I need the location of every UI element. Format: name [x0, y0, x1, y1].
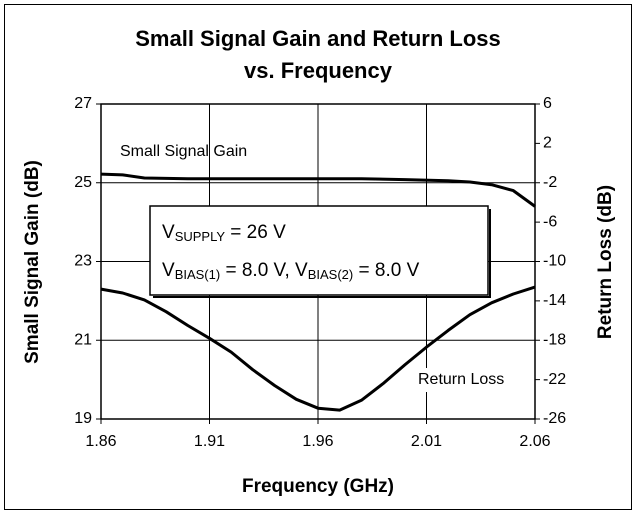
y-tick-label: 23: [74, 253, 92, 270]
plot-border: [100, 103, 536, 420]
y2-tick-label: -26: [543, 410, 566, 427]
annotation-part: V: [162, 222, 175, 243]
series-line: [100, 172, 536, 208]
y2-tick-label: -22: [543, 371, 566, 388]
chart-title: vs. Frequency: [244, 58, 393, 83]
x-axis-label: Frequency (GHz): [242, 476, 394, 497]
chart-title: Small Signal Gain and Return Loss: [135, 26, 501, 51]
label-bg: [410, 368, 532, 392]
annotation-subscript: BIAS(1): [175, 267, 221, 282]
x-tick-label: 1.91: [194, 433, 225, 450]
x-tick-label: 1.96: [302, 433, 333, 450]
x-tick-label: 2.06: [519, 433, 550, 450]
y-tick-label: 21: [74, 331, 92, 348]
annotation-part: V: [162, 260, 175, 281]
x-tick-label: 1.86: [85, 433, 116, 450]
x-tick-label: 2.01: [411, 433, 442, 450]
y-axis-label: Small Signal Gain (dB): [22, 160, 43, 364]
y2-tick-label: -14: [543, 292, 566, 309]
y2-tick-label: 2: [543, 135, 552, 152]
y2-tick-label: 6: [543, 95, 552, 112]
y-tick-label: 27: [74, 95, 92, 112]
y2-tick-label: -18: [543, 331, 566, 348]
y2-tick-label: -6: [543, 213, 557, 230]
series-label: Return Loss: [418, 371, 504, 388]
annotation-box: [149, 205, 489, 296]
annotation-subscript: SUPPLY: [175, 229, 226, 244]
y-tick-label: 19: [74, 410, 92, 427]
series-label: Small Signal Gain: [120, 143, 247, 160]
annotation-text: VBIAS(1) = 8.0 V, VBIAS(2) = 8.0 V: [162, 260, 420, 282]
y2-tick-label: -10: [543, 253, 566, 270]
annotation-subscript: BIAS(2): [308, 267, 354, 282]
y2-axis-label: Return Loss (dB): [595, 185, 616, 339]
series-line: [100, 285, 536, 412]
annotation-part: = 8.0 V: [353, 260, 419, 281]
annotation-part: = 8.0 V, V: [220, 260, 308, 281]
annotation-text: VSUPPLY = 26 V: [162, 222, 286, 244]
y2-tick-label: -2: [543, 174, 557, 191]
annotation-part: = 26 V: [225, 222, 286, 243]
y-tick-label: 25: [74, 174, 92, 191]
